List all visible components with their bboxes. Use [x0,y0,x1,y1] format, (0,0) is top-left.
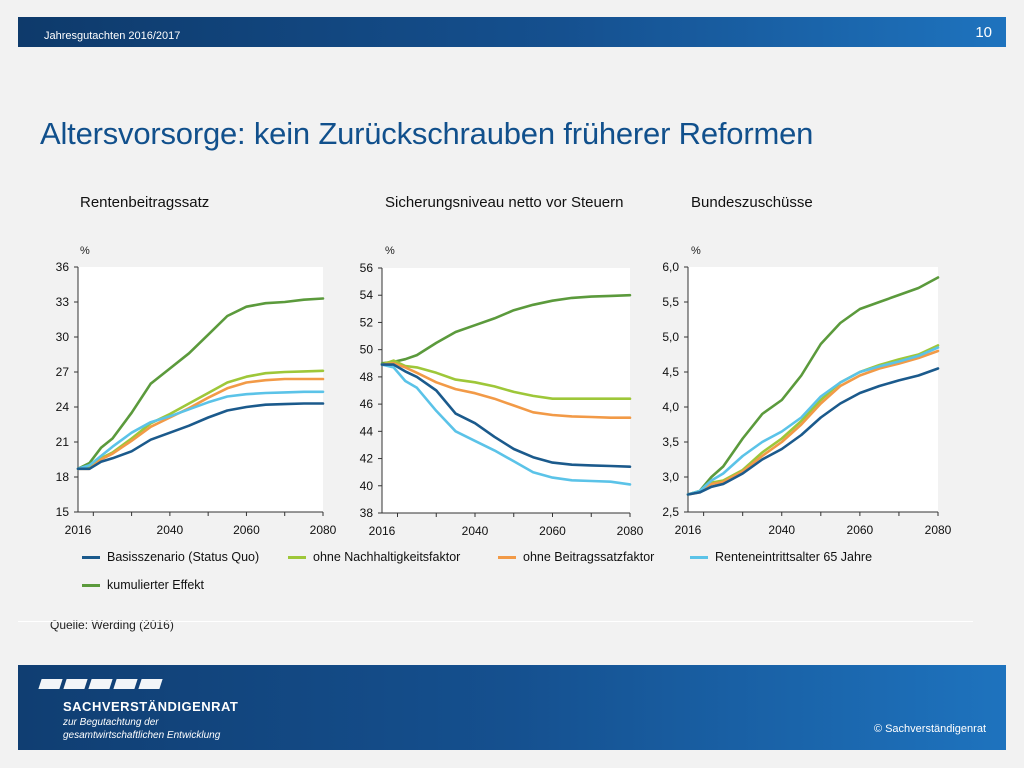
series-line-nachhaltigkeit [380,359,632,401]
chart-panel-3: 2,5 3,0 3,5 4,0 4,5 5,0 5,5 6,0 2016 2040 2060 2080 [662,260,951,537]
y-tick-label: 21 [56,435,70,449]
x-tick-label: 2080 [617,524,644,538]
footer-bar: SACHVERSTÄNDIGENRAT zur Begutachtung der… [18,665,1006,750]
legend-swatch-nachhaltigkeit [288,555,306,559]
y-tick-label: 3,0 [662,470,679,484]
y-tick-label: 44 [360,424,374,438]
footer-divider [18,621,973,622]
y-tick-label: 46 [360,397,374,411]
y-tick-label: 5,5 [662,295,679,309]
y-tick-label: 5,0 [662,330,679,344]
chart-panel-2: 38 40 42 44 46 48 50 52 54 56 2016 2040 2060 2080 [360,261,644,538]
y-tick-label: 40 [360,479,374,493]
x-tick-label: 2016 [675,523,702,537]
x-tick-label: 2040 [157,523,184,537]
header-subtitle: Jahresgutachten 2016/2017 [44,30,181,42]
y-tick-label: 4,5 [662,365,679,379]
chart-panel-1: 15 18 21 24 27 30 33 36 2016 2040 2060 2080 [56,260,337,537]
unit-label-2: % [385,245,395,257]
x-tick-label: 2016 [369,524,396,538]
series-line-beitrag [380,361,632,420]
plot-area-1 [78,267,323,512]
series-line-rente65 [380,363,632,486]
x-tick-label: 2040 [768,523,795,537]
legend-item-rente65: Renteneintrittsalter 65 Jahre [690,550,872,564]
header-bar: Jahresgutachten 2016/2017 10 [18,17,1006,47]
chart-title-rentenbeitragssatz: Rentenbeitragssatz [80,194,210,211]
y-tick-label: 3,5 [662,435,679,449]
copyright: © Sachverständigenrat [873,723,986,735]
y-tick-label: 6,0 [662,260,679,274]
unit-label-1: % [80,245,90,257]
unit-label-3: % [691,245,701,257]
y-tick-label: 36 [56,260,70,274]
y-tick-label: 30 [56,330,70,344]
legend-label-rente65: Renteneintrittsalter 65 Jahre [715,550,873,564]
legend-swatch-kumuliert [82,583,100,587]
legend-swatch-basis [82,555,100,559]
y-tick-label: 42 [360,452,374,466]
x-tick-label: 2080 [310,523,337,537]
legend-label-basis: Basisszenario (Status Quo) [107,550,260,564]
x-tick-label: 2080 [925,523,952,537]
legend-item-basis: Basisszenario (Status Quo) [82,550,259,564]
legend-swatch-rente65 [690,555,708,559]
series-line-rente65 [76,390,325,471]
legend-item-kumuliert: kumulierter Effekt [82,578,204,592]
slide-title: Altersvorsorge: kein Zurückschrauben frü… [40,116,814,151]
logo-icon [38,679,163,689]
legend-label-beitrag: ohne Beitragssatzfaktor [523,550,655,564]
org-subtitle-2: gesamtwirtschaftlichen Entwicklung [63,730,221,741]
y-tick-label: 50 [360,343,374,357]
x-tick-label: 2060 [539,524,566,538]
y-tick-label: 54 [360,288,374,302]
series-line-basis [380,363,632,469]
y-tick-label: 2,5 [662,505,679,519]
series-line-kumuliert [76,297,325,471]
page-number: 10 [975,24,992,41]
legend-label-nachhaltigkeit: ohne Nachhaltigkeitsfaktor [313,550,461,564]
series-line-kumuliert [686,276,940,496]
org-subtitle-1: zur Begutachtung der [63,717,159,728]
plot-area-3 [688,267,938,512]
chart-title-sicherungsniveau: Sicherungsniveau netto vor Steuern [385,194,624,211]
x-tick-label: 2060 [233,523,260,537]
chart-title-bundeszuschuesse: Bundeszuschüsse [691,194,813,211]
y-tick-label: 38 [360,506,374,520]
series-line-kumuliert [380,293,632,365]
series-line-basis [686,367,940,496]
legend-swatch-beitrag [498,555,516,559]
x-tick-label: 2060 [847,523,874,537]
y-tick-label: 33 [56,295,70,309]
legend-item-nachhaltigkeit: ohne Nachhaltigkeitsfaktor [288,550,460,564]
y-tick-label: 27 [56,365,70,379]
y-tick-label: 18 [56,470,70,484]
y-tick-label: 24 [56,400,70,414]
y-tick-label: 48 [360,370,374,384]
legend-label-kumuliert: kumulierter Effekt [107,578,205,592]
series-line-nachhaltigkeit [686,344,940,496]
y-tick-label: 56 [360,261,374,275]
y-tick-label: 15 [56,505,70,519]
series-line-beitrag [686,349,940,496]
y-tick-label: 4,0 [662,400,679,414]
series-line-basis [76,402,325,471]
x-tick-label: 2016 [65,523,92,537]
legend-item-beitrag: ohne Beitragssatzfaktor [498,550,654,564]
org-name: SACHVERSTÄNDIGENRAT [63,699,239,714]
y-tick-label: 52 [360,315,374,329]
x-tick-label: 2040 [462,524,489,538]
series-line-rente65 [686,346,940,496]
